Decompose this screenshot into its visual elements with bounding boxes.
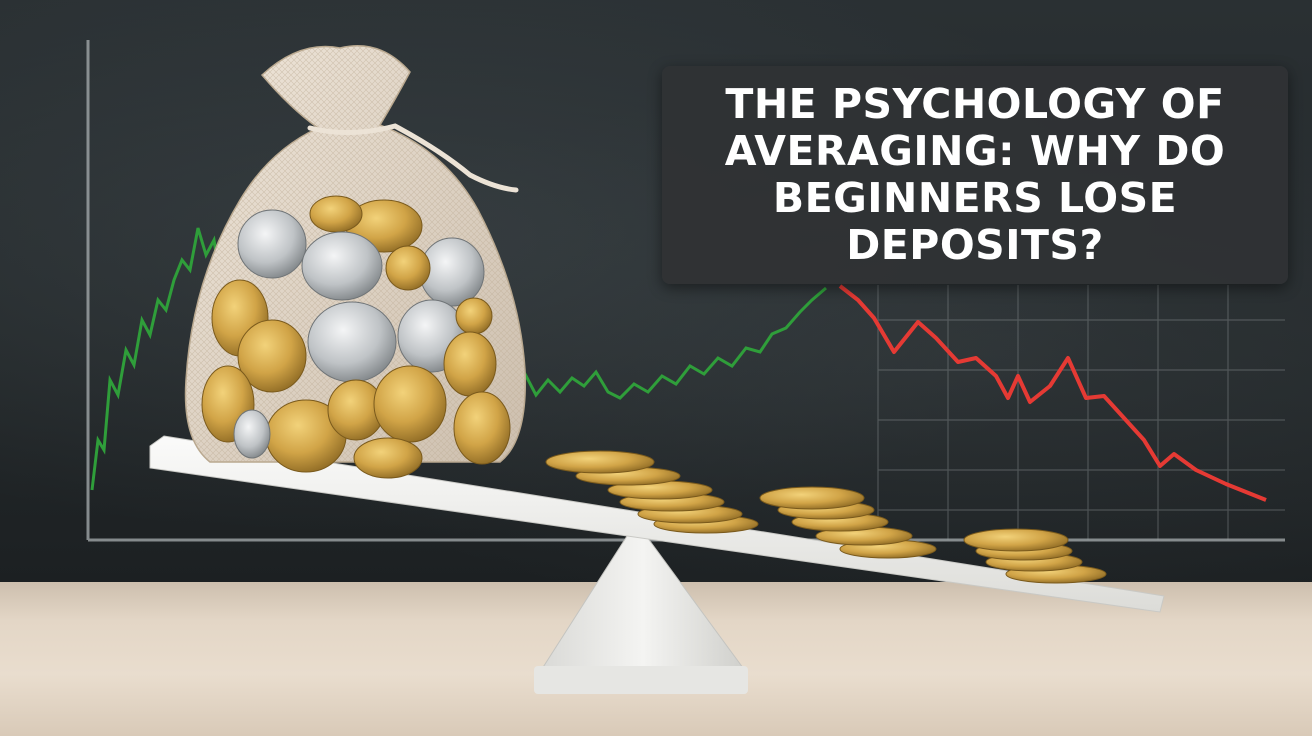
headline-panel: THE PSYCHOLOGY OF AVERAGING: WHY DO BEGI… — [662, 66, 1288, 284]
rising-chart-icon — [90, 227, 827, 491]
gold-coin-icon — [545, 450, 1107, 584]
headline-text: THE PSYCHOLOGY OF AVERAGING: WHY DO BEGI… — [724, 80, 1226, 269]
falling-chart-icon — [838, 284, 1267, 502]
chalk-chart-grid — [877, 285, 1285, 540]
bag-coins — [201, 195, 511, 479]
